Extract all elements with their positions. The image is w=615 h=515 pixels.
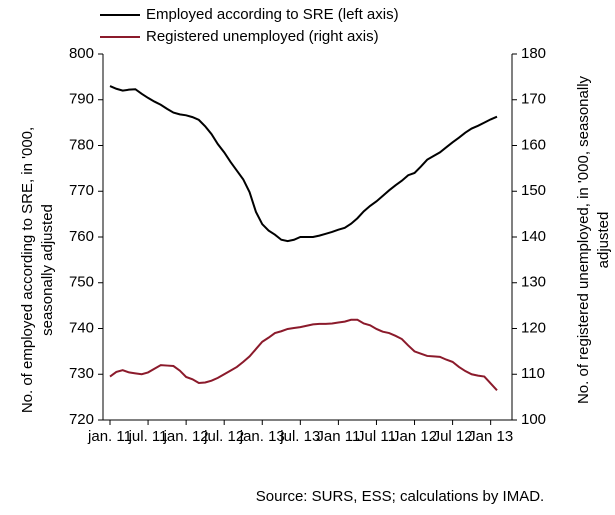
x-tick-label: Jul 11 (357, 428, 396, 445)
x-tick-label: Jan 11 (316, 428, 360, 445)
x-tick-label: jul. 11 (128, 428, 168, 445)
y-axis-label: No. of employed according to SRE, in '00… (19, 127, 36, 413)
source-note: Source: SURS, ESS; calculations by IMAD. (256, 488, 544, 505)
y2-tick-label: 120 (521, 319, 546, 336)
y2-tick-label: 110 (521, 365, 545, 382)
x-tick-label: jan. 12 (163, 428, 209, 445)
y-tick-label: 800 (69, 45, 94, 62)
series-line (109, 85, 498, 243)
y-tick-label: 780 (69, 136, 94, 153)
y-tick-label: 720 (69, 411, 94, 428)
y2-tick-label: 130 (521, 274, 546, 291)
x-tick-label: Jul 12 (433, 428, 473, 445)
y-tick-label: 770 (69, 182, 94, 199)
y2-axis-label: adjusted (595, 212, 612, 269)
y2-tick-label: 160 (521, 136, 546, 153)
x-tick-label: jan. 11 (87, 428, 132, 445)
y2-axis-label: No. of registered unemployed, in '000, s… (575, 75, 592, 404)
y-tick-label: 790 (69, 91, 94, 108)
x-tick-label: Jan 13 (468, 428, 513, 445)
series-line (109, 318, 498, 391)
y-axis-label: seasonally adjusted (39, 204, 56, 336)
legend-label: Employed according to SRE (left axis) (146, 6, 399, 23)
x-tick-label: jul. 12 (203, 428, 244, 445)
y2-tick-label: 100 (521, 411, 546, 428)
y2-tick-label: 170 (521, 91, 546, 108)
y-tick-label: 740 (69, 319, 94, 336)
x-tick-label: jan. 13 (239, 428, 285, 445)
x-tick-label: Jan 12 (392, 428, 437, 445)
y2-tick-label: 150 (521, 182, 546, 199)
y2-tick-label: 180 (521, 45, 546, 62)
legend-label: Registered unemployed (right axis) (146, 28, 379, 45)
y-tick-label: 760 (69, 228, 94, 245)
y-tick-label: 750 (69, 274, 94, 291)
y2-tick-label: 140 (521, 228, 546, 245)
x-tick-label: jul. 13 (279, 428, 320, 445)
y-tick-label: 730 (69, 365, 94, 382)
